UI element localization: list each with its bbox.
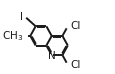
Text: Cl: Cl — [69, 21, 80, 31]
Text: N: N — [47, 51, 55, 61]
Text: Cl: Cl — [69, 60, 80, 70]
Text: $\mathregular{CH_3}$: $\mathregular{CH_3}$ — [1, 29, 23, 43]
Text: I: I — [20, 12, 23, 22]
